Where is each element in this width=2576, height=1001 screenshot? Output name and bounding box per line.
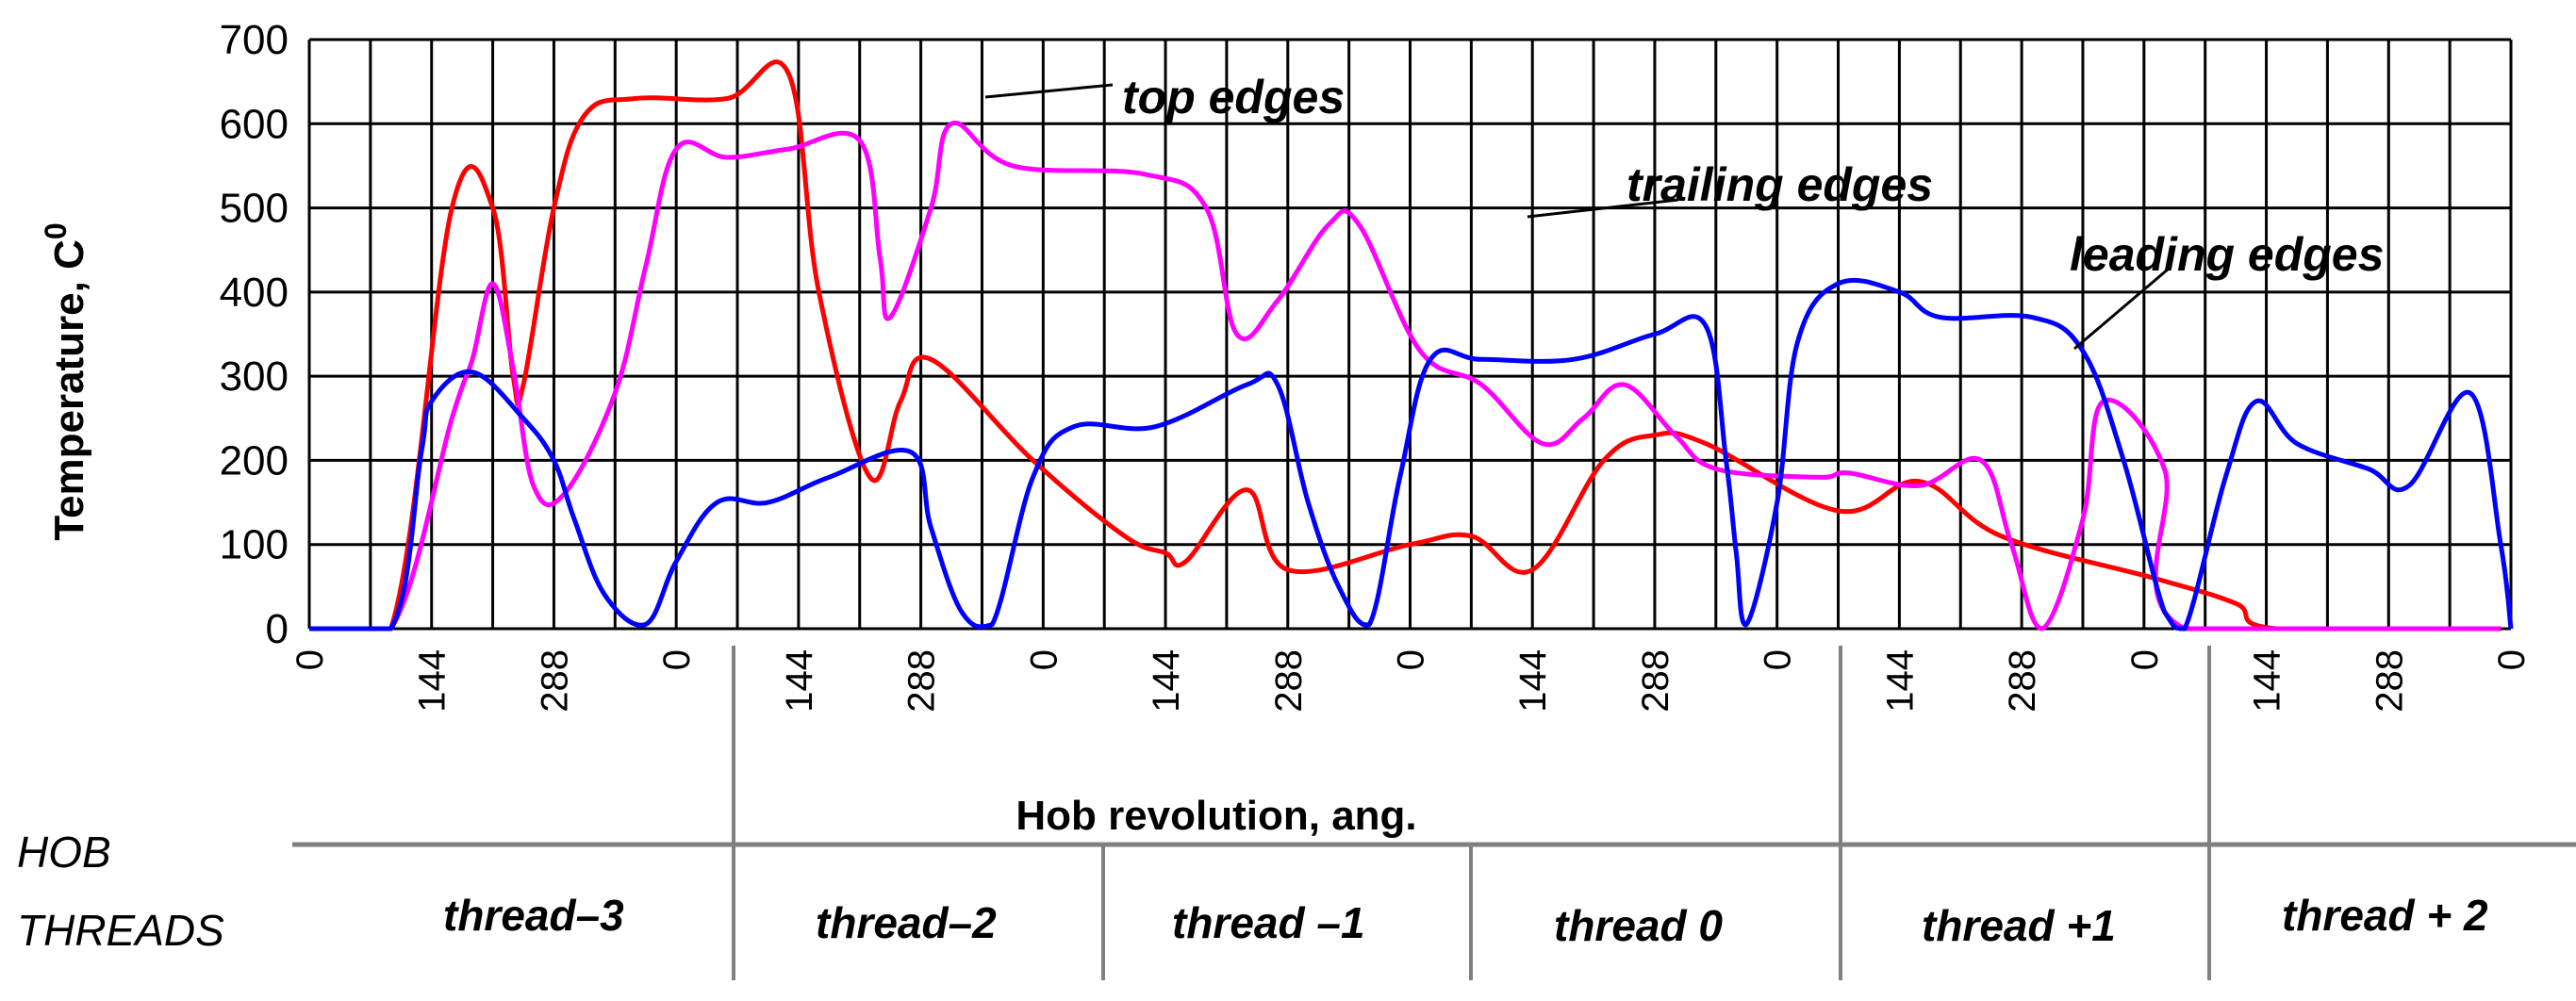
annotation-leading-edges: leading edges xyxy=(2070,228,2384,281)
x-tick-label: 0 xyxy=(1391,649,1432,670)
x-tick-label: 0 xyxy=(1023,649,1065,670)
x-tick-label: 0 xyxy=(2124,649,2166,670)
x-tick-label: 144 xyxy=(1512,649,1554,713)
y-tick-label: 700 xyxy=(220,17,289,63)
x-tick-label: 0 xyxy=(289,649,331,670)
thread-label-minus-1: thread –1 xyxy=(1172,898,1365,947)
x-tick-label: 288 xyxy=(901,649,943,713)
x-tick-label: 288 xyxy=(2369,649,2410,713)
annotation-leader-trailing-edges xyxy=(1527,198,1679,219)
x-tick-label: 144 xyxy=(412,649,454,713)
axis-layer: 0 100 200 300 400 500 600 700 0 144 288 0 144 288 0 144… xyxy=(220,17,2533,713)
x-tick-label: 288 xyxy=(2002,649,2043,713)
thread-label-plus-2: thread + 2 xyxy=(2282,891,2488,940)
hob-header-line2: THREADS xyxy=(17,906,224,955)
x-axis-title: Hob revolution, ang. xyxy=(1016,793,1416,839)
annotation-trailing-edges: trailing edges xyxy=(1627,158,1933,211)
annotation-leader-top-edges xyxy=(984,83,1114,99)
annotation-top-edges: top edges xyxy=(1122,71,1345,123)
hob-header-line1: HOB xyxy=(17,828,111,877)
y-tick-label: 200 xyxy=(220,437,289,484)
annotation-leader-leading-edges xyxy=(2073,267,2170,351)
hob-threads-table: HOB THREADS thread–3 thread–2 thread –1 … xyxy=(17,646,2576,980)
x-tick-label: 288 xyxy=(1635,649,1676,713)
annotation-layer: top edges trailing edges leading edges xyxy=(984,71,2384,351)
x-tick-label: 0 xyxy=(2491,649,2533,670)
thread-label-0: thread 0 xyxy=(1554,901,1723,950)
y-axis-title-text: Temperature, C xyxy=(46,239,92,541)
y-tick-label: 300 xyxy=(220,353,289,400)
x-tick-label: 0 xyxy=(1758,649,1799,670)
x-tick-label: 288 xyxy=(1268,649,1310,713)
x-tick-label: 144 xyxy=(1879,649,1921,713)
series-line-leading-edges xyxy=(308,277,2514,632)
y-tick-label: 0 xyxy=(266,606,289,652)
x-tick-label: 288 xyxy=(534,649,575,713)
y-axis-title: Temperature, C0 xyxy=(39,222,92,540)
x-tick-label: 144 xyxy=(2247,649,2288,713)
y-axis-title-superscript: 0 xyxy=(39,222,73,239)
x-tick-label: 144 xyxy=(1146,649,1187,713)
y-tick-label: 600 xyxy=(220,101,289,147)
series-layer xyxy=(308,59,2514,632)
thread-label-plus-1: thread +1 xyxy=(1922,901,2116,950)
y-tick-label: 500 xyxy=(220,186,289,232)
x-tick-label: 0 xyxy=(656,649,698,670)
x-tick-label: 144 xyxy=(779,649,820,713)
thread-label-minus-3: thread–3 xyxy=(443,891,624,940)
series-line-top-edges xyxy=(308,59,2502,632)
y-tick-label: 400 xyxy=(220,270,289,316)
thread-label-minus-2: thread–2 xyxy=(816,898,997,947)
y-tick-label: 100 xyxy=(220,522,289,568)
